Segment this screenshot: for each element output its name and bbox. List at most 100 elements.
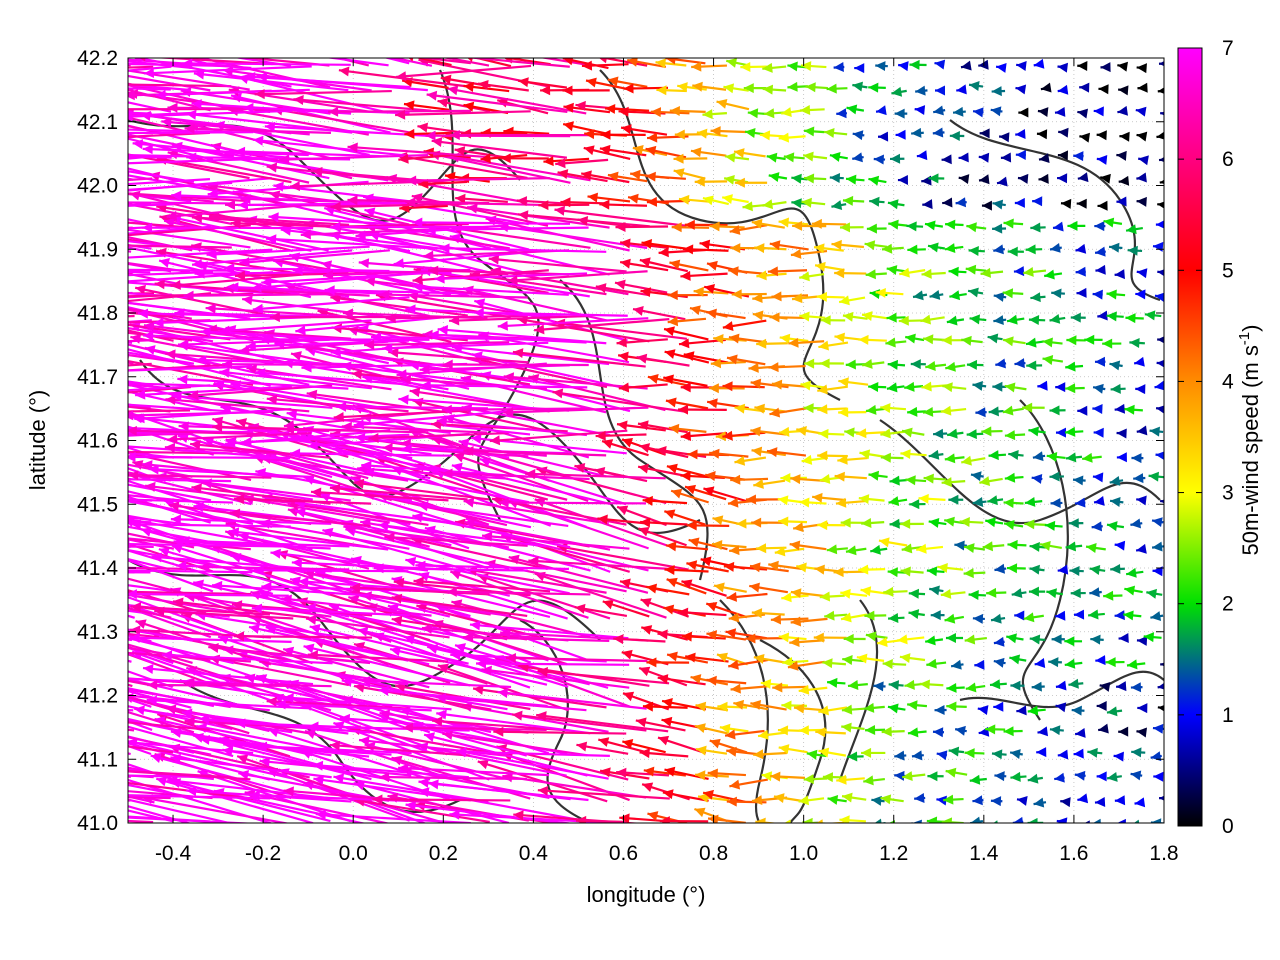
wind-arrow-head — [944, 243, 956, 253]
colorbar-tick-label: 2 — [1222, 593, 1234, 616]
wind-arrow-head — [858, 494, 870, 505]
wind-arrow-head — [287, 507, 299, 517]
wind-arrow-head — [657, 674, 669, 684]
wind-arrow-head — [205, 303, 216, 314]
wind-arrow-head — [678, 194, 690, 205]
wind-arrow-head — [841, 722, 852, 733]
wind-arrow-head — [1118, 85, 1129, 96]
wind-arrow-head — [525, 469, 536, 480]
wind-arrow-head — [1138, 155, 1149, 166]
wind-arrow-head — [437, 97, 449, 108]
wind-arrow-head — [972, 613, 984, 624]
wind-arrow-shaft — [128, 495, 211, 524]
wind-arrow-head — [1095, 655, 1106, 666]
wind-arrow-head — [621, 649, 633, 660]
wind-arrow-shaft — [481, 668, 630, 689]
wind-arrow-head — [83, 589, 94, 599]
wind-arrow-shaft — [477, 574, 611, 620]
wind-arrow-head — [766, 447, 778, 458]
wind-arrow-head — [1074, 609, 1085, 620]
wind-arrow-shaft — [449, 314, 590, 322]
wind-arrow-head — [148, 464, 159, 475]
wind-arrow-head — [423, 250, 434, 261]
wind-arrow-head — [796, 425, 807, 436]
wind-arrow-shaft — [190, 442, 331, 459]
wind-arrow-shaft — [128, 432, 193, 436]
wind-arrow-head — [951, 659, 962, 670]
wind-arrow-head — [405, 556, 417, 567]
wind-arrow-head — [769, 240, 781, 251]
wind-arrow-shaft — [379, 775, 527, 781]
wind-arrow-head — [1157, 201, 1164, 209]
wind-arrow-head — [925, 361, 936, 371]
wind-arrow-head — [907, 406, 918, 417]
wind-arrow-shaft — [128, 109, 293, 118]
wind-arrow-head — [992, 381, 1003, 392]
wind-arrow-head — [964, 634, 976, 645]
wind-arrow-head — [955, 197, 967, 208]
wind-arrow-head — [1157, 87, 1164, 94]
wind-arrow-head — [704, 284, 716, 294]
wind-arrow-head — [186, 786, 197, 797]
wind-arrow-head — [719, 723, 731, 734]
wind-arrow-head — [358, 258, 370, 269]
wind-arrow-shaft — [228, 529, 389, 551]
wind-arrow-head — [897, 634, 908, 645]
wind-arrow-head — [396, 369, 407, 380]
wind-arrow-head — [428, 265, 439, 276]
wind-arrow-head — [0, 603, 4, 612]
wind-arrow-head — [199, 734, 210, 745]
wind-arrow-shaft — [184, 127, 331, 135]
wind-arrow-head — [665, 397, 677, 408]
wind-arrow-head — [65, 404, 76, 413]
wind-arrow-head — [130, 602, 142, 613]
wind-arrow-head — [843, 633, 854, 644]
wind-arrow-head — [598, 737, 610, 747]
wind-arrow-head — [100, 222, 111, 232]
wind-arrow-head — [847, 751, 858, 762]
wind-arrow-head — [901, 427, 913, 438]
wind-arrow-head — [235, 718, 246, 729]
wind-arrow-shaft — [233, 635, 373, 639]
wind-arrow-head — [956, 84, 967, 95]
wind-arrow-head — [0, 709, 1, 719]
wind-arrow-shaft — [428, 269, 569, 276]
wind-arrow-head — [134, 413, 145, 424]
wind-arrow-head — [883, 586, 894, 597]
wind-arrow-head — [1152, 723, 1164, 734]
wind-arrow-shaft — [128, 225, 212, 235]
colorbar-tick-label: 5 — [1222, 259, 1234, 282]
wind-arrow-head — [964, 748, 975, 759]
wind-arrow-head — [647, 374, 659, 384]
wind-arrow-head — [1055, 427, 1066, 438]
wind-arrow-head — [323, 269, 334, 280]
wind-arrow-head — [1051, 288, 1062, 299]
wind-arrow-head — [1070, 312, 1081, 323]
wind-arrow-head — [754, 403, 765, 414]
wind-arrow-head — [1157, 682, 1164, 690]
wind-arrow-head — [993, 701, 1004, 712]
wind-arrow-head — [107, 647, 117, 657]
wind-arrow-head — [269, 312, 280, 323]
wind-arrow-head — [680, 431, 692, 441]
wind-arrow-head — [379, 772, 390, 783]
wind-arrow-head — [915, 85, 926, 96]
x-tick-label: 1.2 — [879, 842, 908, 865]
wind-arrow-head — [1069, 566, 1080, 577]
wind-arrow-head — [128, 410, 134, 421]
wind-arrow-head — [1038, 173, 1049, 184]
wind-arrow-head — [1075, 266, 1086, 277]
wind-arrow-head — [343, 522, 354, 533]
wind-arrow-head — [306, 614, 317, 625]
wind-arrow-head — [463, 82, 474, 92]
wind-arrow-head — [657, 629, 668, 640]
wind-arrow-head — [1054, 772, 1065, 783]
wind-arrow-shaft — [142, 226, 314, 230]
wind-arrow-shaft — [154, 609, 294, 620]
wind-arrow-head — [1094, 221, 1105, 232]
wind-arrow-head — [743, 83, 754, 94]
wind-arrow-head — [711, 540, 723, 550]
wind-arrow-head — [266, 696, 277, 707]
wind-arrow-head — [814, 243, 825, 254]
wind-arrow-head — [818, 747, 830, 758]
